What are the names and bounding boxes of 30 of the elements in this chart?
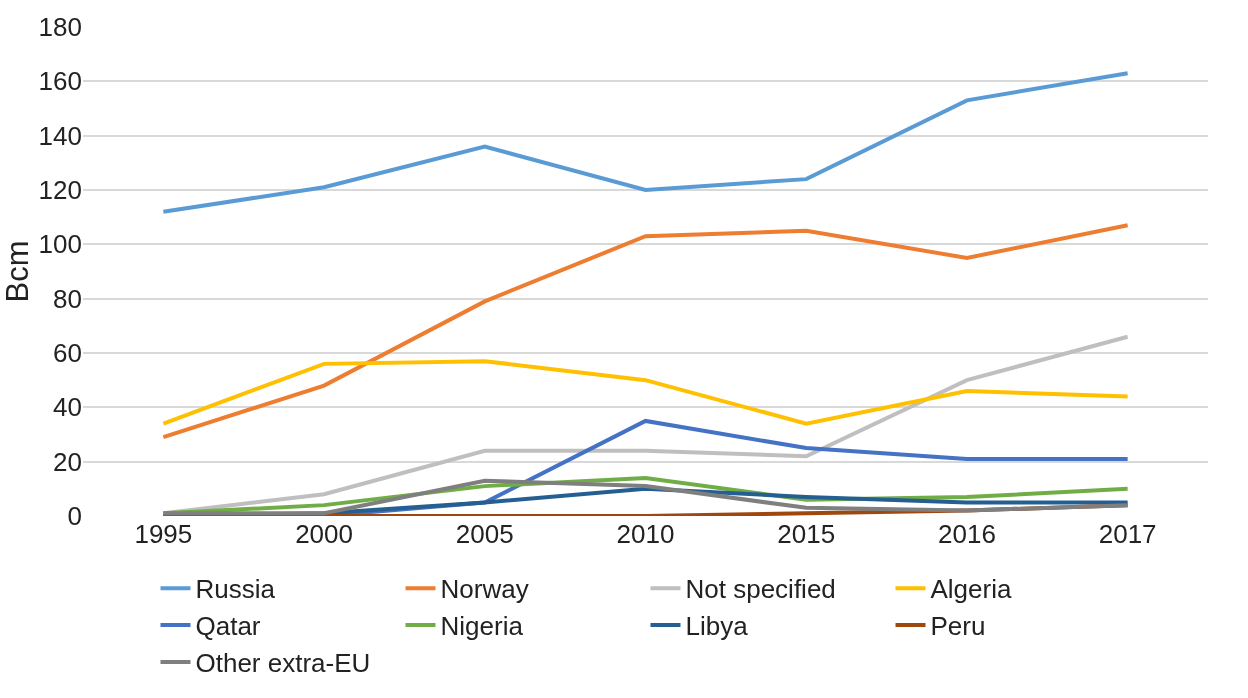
x-tick-label: 2017 (1098, 519, 1157, 549)
legend-label: Nigeria (440, 611, 524, 642)
x-tick-label: 2005 (455, 519, 514, 549)
legend-label: Peru (930, 611, 986, 642)
x-tick-label: 1995 (134, 519, 193, 549)
x-tick-label: 2015 (777, 519, 836, 549)
y-tick-label: 20 (53, 446, 82, 477)
line-series (161, 71, 1130, 214)
x-tick-label: 2016 (938, 519, 996, 549)
y-tick-label: 80 (53, 283, 82, 314)
y-tick-label: 140 (38, 120, 82, 151)
y-tick-label: 40 (53, 392, 82, 423)
legend-label: Libya (685, 611, 749, 642)
y-tick-label: 60 (53, 338, 82, 369)
x-tick-label: 2000 (295, 519, 353, 549)
y-tick-label: 100 (38, 229, 82, 260)
legend-label: Norway (440, 574, 529, 605)
y-tick-label: 120 (38, 175, 82, 206)
legend-label: Not specified (685, 574, 836, 605)
y-tick-label: 180 (38, 12, 82, 43)
line-series (161, 223, 1130, 440)
legend-label: Other extra-EU (195, 648, 371, 679)
legend-label: Qatar (195, 611, 261, 642)
y-tick-label: 0 (67, 501, 82, 532)
x-tick-label: 2010 (616, 519, 675, 549)
y-axis-title: Bcm (0, 240, 35, 303)
legend-label: Algeria (930, 574, 1012, 605)
y-tick-label: 160 (38, 66, 82, 97)
line-series (161, 359, 1130, 426)
legend-label: Russia (195, 574, 276, 605)
